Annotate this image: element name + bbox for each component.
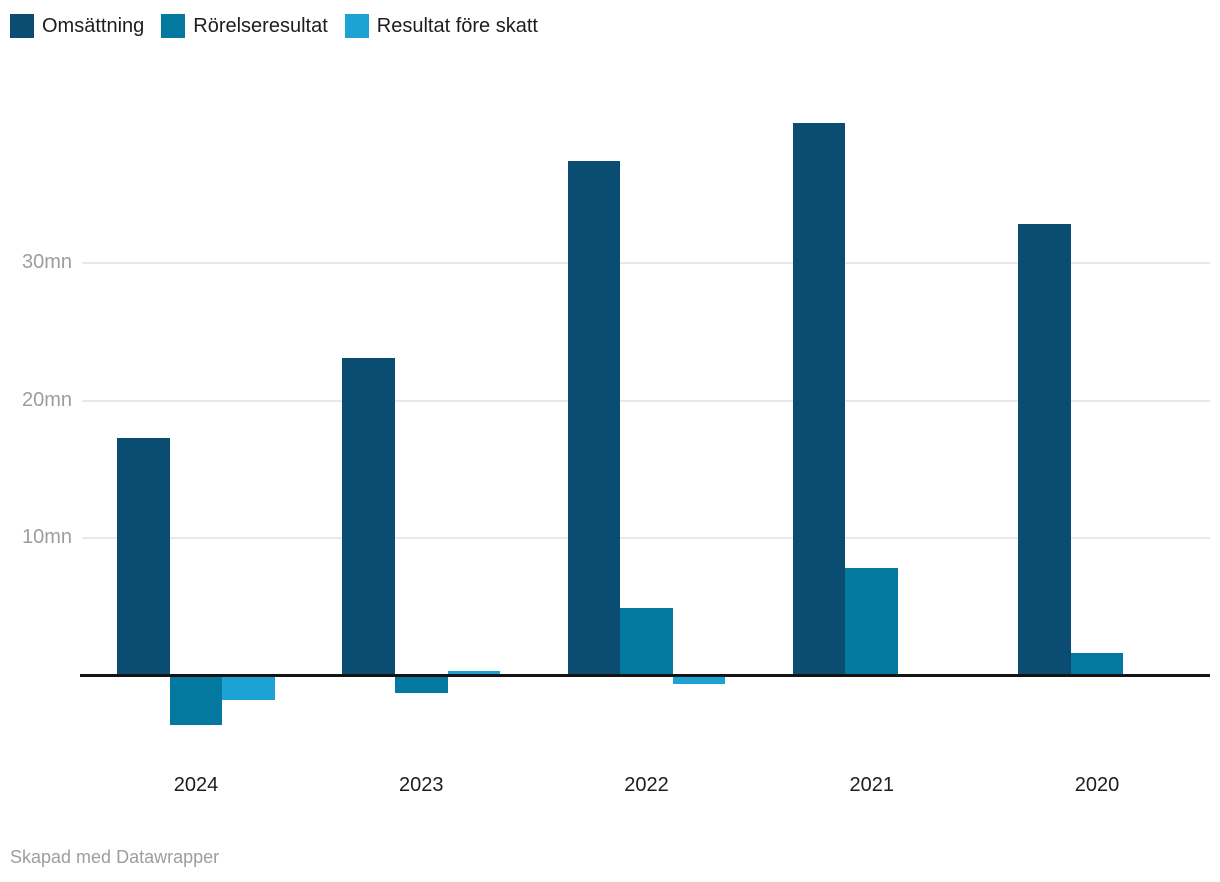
legend-swatch-icon bbox=[10, 14, 34, 38]
legend-item-2: Resultat före skatt bbox=[344, 14, 538, 38]
x-axis-label-2020: 2020 bbox=[1074, 774, 1120, 796]
legend-swatch-icon bbox=[344, 14, 369, 38]
x-axis-baseline bbox=[80, 674, 1210, 677]
bar-2022-Rörelseresultat bbox=[620, 607, 673, 675]
bar-2024-Resultat före skatt bbox=[222, 677, 275, 701]
legend-swatch-icon bbox=[161, 14, 186, 38]
bar-2021-Omsättning bbox=[792, 123, 846, 675]
gridline-30mn bbox=[82, 262, 1210, 265]
x-axis-label-2022: 2022 bbox=[624, 774, 669, 796]
bar-2023-Rörelseresultat bbox=[394, 677, 448, 694]
legend-label: Resultat före skatt bbox=[376, 15, 538, 37]
gridline-10mn bbox=[82, 536, 1210, 539]
bar-2023-Omsättning bbox=[342, 358, 395, 675]
y-axis-label-10mn: 10mn bbox=[21, 525, 72, 548]
bar-2020-Omsättning bbox=[1018, 223, 1071, 675]
bar-2023-Resultat före skatt bbox=[447, 670, 501, 675]
legend-item-1: Rörelseresultat bbox=[161, 14, 328, 38]
bar-2022-Resultat före skatt bbox=[672, 677, 726, 684]
legend-label: Omsättning bbox=[42, 15, 145, 37]
bar-2020-Rörelseresultat bbox=[1070, 653, 1124, 675]
y-axis-label-20mn: 20mn bbox=[21, 388, 72, 411]
chart-credit: Skapad med Datawrapper bbox=[10, 847, 220, 867]
x-axis-label-2021: 2021 bbox=[849, 774, 895, 796]
y-axis-label-30mn: 30mn bbox=[21, 251, 72, 274]
bar-2022-Omsättning bbox=[567, 160, 621, 675]
gridline-20mn bbox=[82, 399, 1210, 402]
x-axis-label-2023: 2023 bbox=[399, 774, 444, 796]
bar-2024-Omsättning bbox=[117, 437, 170, 675]
chart-legend: Omsättning Rörelseresultat Resultat före s… bbox=[10, 14, 538, 38]
bar-2021-Rörelseresultat bbox=[845, 567, 899, 675]
legend-label: Rörelseresultat bbox=[193, 15, 328, 37]
legend-item-0: Omsättning bbox=[10, 14, 144, 38]
x-axis-label-2024: 2024 bbox=[173, 774, 219, 796]
bar-2024-Rörelseresultat bbox=[169, 677, 223, 726]
